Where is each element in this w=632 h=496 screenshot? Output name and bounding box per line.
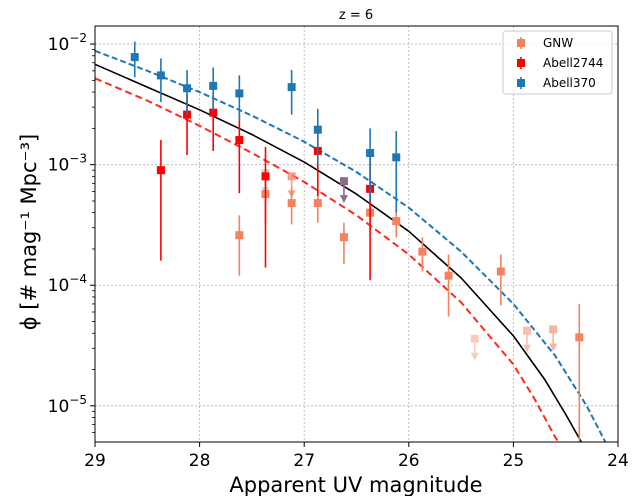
data-point xyxy=(156,71,165,80)
plot-frame xyxy=(94,25,619,443)
data-point xyxy=(313,199,322,208)
upper-limit-arrow xyxy=(549,343,558,352)
data-point xyxy=(235,136,244,145)
upper-limit-arrow xyxy=(339,195,348,204)
y-tick-label: 10−5 xyxy=(48,393,87,417)
legend-box xyxy=(502,30,613,95)
grid xyxy=(94,26,619,442)
upper-limit-marker xyxy=(470,334,479,343)
data-points xyxy=(130,41,584,443)
data-point xyxy=(575,333,584,342)
y-axis-label: ϕ [# mag⁻¹ Mpc⁻³] xyxy=(17,134,41,331)
data-point xyxy=(313,125,322,134)
data-point xyxy=(209,108,218,117)
x-axis-label: Apparent UV magnitude xyxy=(229,473,482,496)
data-point xyxy=(209,81,218,90)
legend-marker xyxy=(517,39,525,47)
x-tick-label: 24 xyxy=(607,451,629,471)
y-tick-label: 10−4 xyxy=(48,272,87,296)
x-tick-label: 26 xyxy=(398,451,420,471)
x-tick-label: 25 xyxy=(503,451,525,471)
upper-limit-arrow xyxy=(522,344,531,353)
y-tick-label: 10−2 xyxy=(48,31,87,55)
upper-limit xyxy=(470,334,479,361)
x-tick-label: 28 xyxy=(189,451,211,471)
data-point xyxy=(444,271,453,280)
model-curve-dashed xyxy=(94,77,560,443)
data-point xyxy=(366,148,375,157)
data-point xyxy=(392,153,401,162)
legend: GNW Abell2744 Abell370 xyxy=(502,30,613,95)
model-curve-dashed xyxy=(94,49,607,443)
data-point xyxy=(261,172,270,181)
model-curves xyxy=(94,49,607,443)
upper-limit xyxy=(522,326,531,353)
data-point xyxy=(235,231,244,240)
data-point xyxy=(287,199,296,208)
model-curve xyxy=(94,63,583,443)
data-point xyxy=(418,247,427,256)
legend-marker xyxy=(517,79,525,87)
data-point xyxy=(496,267,505,276)
data-point xyxy=(392,217,401,226)
axis-ticks: 29 28 27 26 25 24 10−5 10−4 10−3 10−2 xyxy=(48,31,629,471)
legend-label: GNW xyxy=(543,36,573,50)
data-point xyxy=(130,53,139,62)
chart-title: z = 6 xyxy=(339,8,373,23)
upper-limit-arrow xyxy=(470,352,479,361)
data-point xyxy=(235,89,244,98)
data-point xyxy=(339,233,348,242)
legend-label: Abell2744 xyxy=(543,56,603,70)
x-tick-label: 27 xyxy=(293,451,315,471)
data-point xyxy=(287,83,296,92)
upper-limit xyxy=(339,177,348,204)
x-tick-label: 29 xyxy=(84,451,106,471)
y-tick-label: 10−3 xyxy=(48,152,87,176)
legend-marker xyxy=(517,59,525,67)
legend-label: Abell370 xyxy=(543,76,596,90)
data-point xyxy=(183,84,192,93)
data-point xyxy=(156,166,165,175)
upper-limit xyxy=(549,325,558,352)
